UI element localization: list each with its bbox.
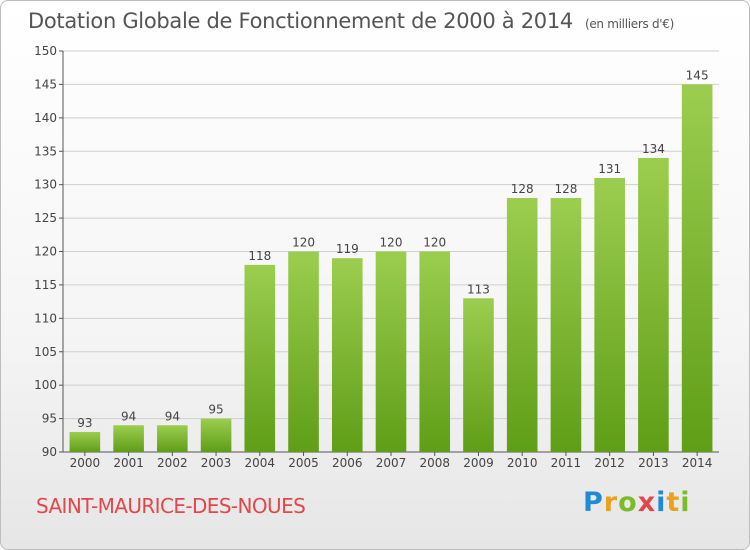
y-tick-label: 110 [34,311,57,325]
proxiti-logo: Proxiti [583,487,691,518]
logo-letter: o [618,487,638,518]
bar [506,198,538,452]
x-tick-label: 2004 [245,456,276,470]
y-tick-label: 100 [34,378,57,392]
bar [638,157,669,452]
bar [331,258,363,452]
bar [419,251,451,452]
y-tick-label: 130 [34,178,57,192]
logo-letter: t [666,487,681,518]
x-tick-label: 2009 [463,456,494,470]
bar [681,84,713,453]
y-tick-label: 105 [34,345,57,359]
x-tick-label: 2007 [376,456,407,470]
x-tick-label: 2011 [551,456,582,470]
y-tick-label: 135 [34,144,57,158]
x-tick-label: 2003 [201,456,232,470]
logo-letter: P [583,487,604,518]
bar [157,425,188,452]
bar [550,198,582,452]
y-tick-label: 150 [34,44,57,58]
bar-value-label: 119 [336,242,359,256]
bar-value-label: 120 [292,236,315,250]
bar-value-label: 94 [121,409,136,423]
bar-value-label: 131 [598,162,621,176]
x-tick-label: 2006 [332,456,363,470]
x-tick-label: 2000 [70,456,101,470]
chart-title: Dotation Globale de Fonctionnement de 20… [28,9,674,33]
x-tick-label: 2008 [419,456,450,470]
x-tick-label: 2010 [507,456,538,470]
logo-letter: x [637,487,657,518]
logo-letter: r [603,487,619,518]
bar-value-label: 95 [208,403,223,417]
chart-title-text: Dotation Globale de Fonctionnement de 20… [28,9,573,33]
bar-value-label: 128 [554,182,577,196]
bar [69,431,101,452]
bar [375,251,407,452]
bar [594,177,625,452]
bar-value-label: 94 [165,409,180,423]
bar [463,298,494,452]
x-tick-label: 2005 [288,456,319,470]
y-tick-label: 95 [42,412,57,426]
bar-value-label: 113 [467,282,490,296]
bar-value-label: 145 [686,68,709,82]
commune-name: SAINT-MAURICE-DES-NOUES [36,494,306,518]
bar [288,251,319,452]
x-tick-label: 2014 [682,456,713,470]
chart-unit: (en milliers d'€) [584,17,674,31]
logo-letter: i [656,487,667,518]
x-tick-label: 2002 [157,456,188,470]
x-tick-label: 2013 [638,456,669,470]
logo-letter: i [680,487,691,518]
y-tick-label: 90 [42,445,57,459]
bar [113,425,144,452]
y-tick-label: 115 [34,278,57,292]
bar [200,418,232,452]
y-tick-label: 120 [34,245,57,259]
y-tick-label: 145 [34,77,57,91]
bar-value-label: 134 [642,142,665,156]
bar [244,264,276,452]
y-tick-label: 140 [34,111,57,125]
bar-value-label: 93 [77,416,92,430]
bar-value-label: 120 [380,236,403,250]
bar-value-label: 120 [423,236,446,250]
y-tick-label: 125 [34,211,57,225]
x-tick-label: 2012 [594,456,625,470]
bar-value-label: 128 [511,182,534,196]
x-tick-label: 2001 [113,456,144,470]
bar-value-label: 118 [248,249,271,263]
